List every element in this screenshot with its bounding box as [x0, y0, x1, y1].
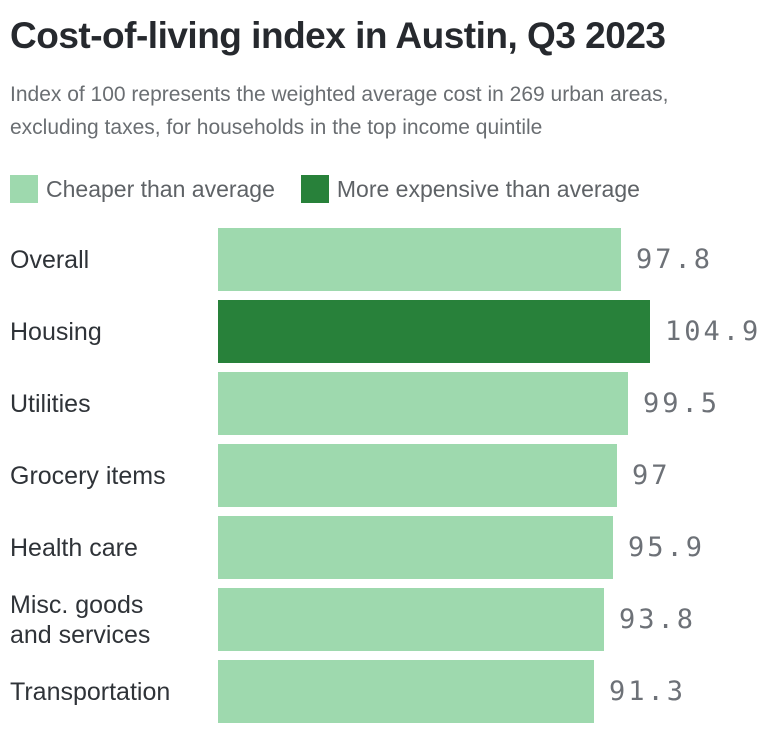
- legend-swatch-expensive-icon: [300, 175, 329, 203]
- chart-subtitle: Index of 100 represents the weighted ave…: [10, 83, 669, 139]
- category-label: Misc. goods and services: [10, 590, 151, 649]
- bar-track: 93.8: [218, 588, 770, 651]
- chart-card: Cost-of-living index in Austin, Q3 2023 …: [0, 14, 770, 723]
- bar-track: 95.9: [218, 516, 770, 579]
- bar-row: Housing 104.9: [10, 300, 770, 363]
- bar-row: Utilities 99.5: [10, 372, 770, 435]
- bar: [218, 660, 594, 723]
- value-label: 91.3: [609, 676, 687, 707]
- bar: [218, 372, 628, 435]
- value-label: 99.5: [643, 388, 721, 419]
- bar-row: Transportation 91.3: [10, 660, 770, 723]
- bar-track: 91.3: [218, 660, 770, 723]
- legend-label-cheaper: Cheaper than average: [46, 175, 275, 202]
- bar-track: 99.5: [218, 372, 770, 435]
- bar: [218, 588, 604, 651]
- chart-title: Cost-of-living index in Austin, Q3 2023: [10, 15, 666, 56]
- category-label: Health care: [10, 533, 138, 562]
- category-label: Grocery items: [10, 461, 166, 490]
- value-label: 97: [632, 460, 671, 491]
- category-label: Transportation: [10, 677, 171, 706]
- bar-row: Grocery items 97: [10, 444, 770, 507]
- bar: [218, 444, 617, 507]
- category-label: Overall: [10, 245, 90, 274]
- bar-track: 97: [218, 444, 770, 507]
- bar: [218, 300, 650, 363]
- legend-swatch-cheaper-icon: [10, 175, 38, 203]
- legend: Cheaper than average More expensive than…: [10, 175, 770, 203]
- legend-item-cheaper: Cheaper than average: [10, 175, 275, 203]
- value-label: 95.9: [628, 532, 706, 563]
- value-label: 104.9: [665, 316, 762, 347]
- category-label: Utilities: [10, 389, 91, 418]
- bar-track: 104.9: [218, 300, 770, 363]
- bar-row: Overall 97.8: [10, 228, 770, 291]
- value-label: 97.8: [636, 244, 714, 275]
- bar-chart: Overall 97.8 Housing 104.9 Utilities 99.…: [10, 228, 770, 723]
- bar: [218, 516, 613, 579]
- category-label: Housing: [10, 317, 102, 346]
- legend-item-expensive: More expensive than average: [300, 175, 640, 203]
- bar-row: Misc. goods and services 93.8: [10, 588, 770, 651]
- legend-label-expensive: More expensive than average: [336, 175, 640, 202]
- value-label: 93.8: [619, 604, 697, 635]
- bar-row: Health care 95.9: [10, 516, 770, 579]
- bar-track: 97.8: [218, 228, 770, 291]
- bar: [218, 228, 621, 291]
